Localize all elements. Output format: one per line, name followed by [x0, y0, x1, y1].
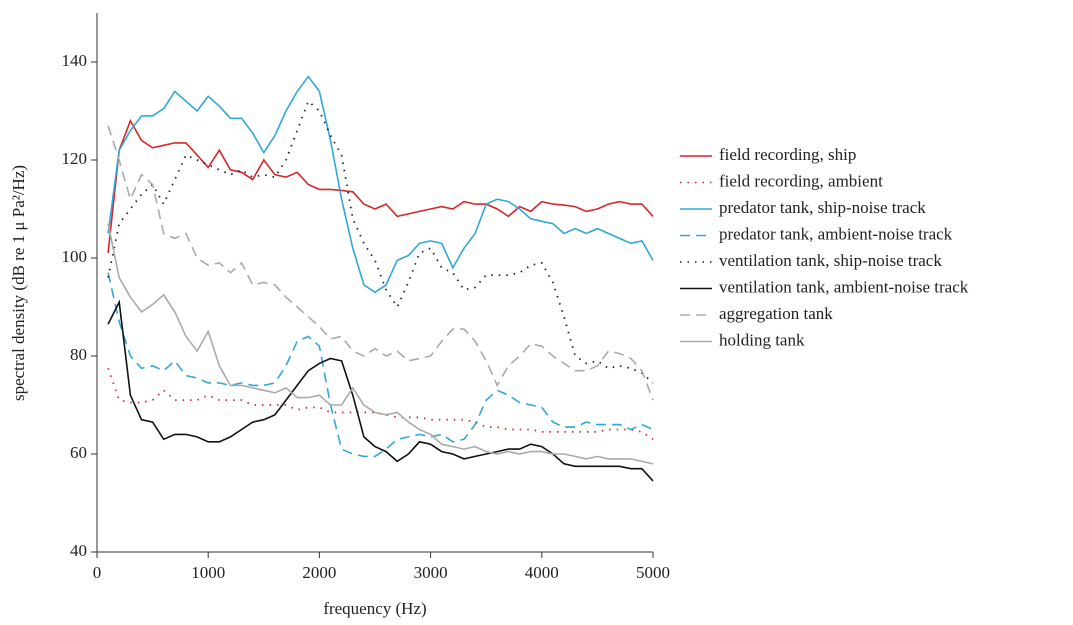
legend-label: field recording, ship	[719, 145, 856, 164]
legend-label: ventilation tank, ship-noise track	[719, 251, 942, 270]
legend-label: field recording, ambient	[719, 171, 883, 190]
y-tick-label: 120	[62, 149, 88, 168]
x-tick-label: 5000	[636, 563, 670, 582]
y-axis-label: spectral density (dB re 1 μ Pa²/Hz)	[9, 165, 28, 401]
series-line	[107, 299, 654, 482]
x-tick-label: 0	[93, 563, 102, 582]
y-tick-label: 100	[62, 247, 88, 266]
series-line	[107, 272, 654, 458]
series-line	[107, 368, 654, 441]
series-line	[107, 75, 654, 294]
y-tick-label: 60	[70, 443, 87, 462]
legend-label: ventilation tank, ambient-noise track	[719, 277, 969, 296]
x-tick-label: 3000	[414, 563, 448, 582]
x-tick-label: 1000	[191, 563, 225, 582]
y-tick-label: 80	[70, 345, 87, 364]
y-tick-label: 140	[62, 51, 88, 70]
x-axis-label: frequency (Hz)	[323, 599, 426, 618]
legend-label: aggregation tank	[719, 304, 833, 323]
legend-label: holding tank	[719, 330, 805, 349]
legend-label: predator tank, ambient-noise track	[719, 224, 953, 243]
series-line	[107, 99, 654, 384]
series-line	[107, 223, 654, 465]
x-tick-label: 2000	[302, 563, 336, 582]
legend-label: predator tank, ship-noise track	[719, 198, 926, 217]
series-line	[107, 118, 654, 254]
x-tick-label: 4000	[525, 563, 559, 582]
y-tick-label: 40	[70, 541, 87, 560]
series-line	[107, 125, 654, 401]
